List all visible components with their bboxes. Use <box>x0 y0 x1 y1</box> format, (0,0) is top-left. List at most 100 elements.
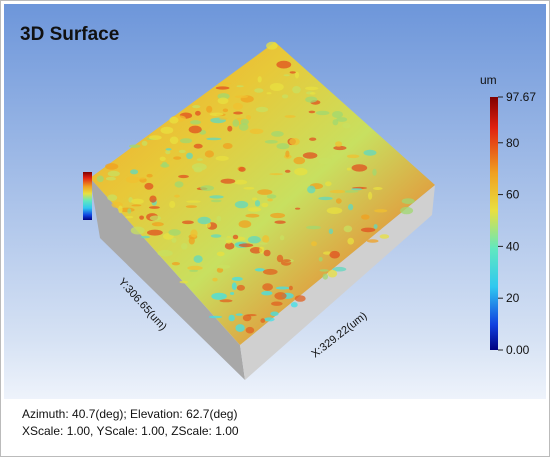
surface-patch <box>186 152 193 159</box>
surface-patch <box>130 169 139 175</box>
surface-patch <box>333 145 347 151</box>
surface-patch <box>259 242 268 245</box>
surface-patch <box>192 105 201 109</box>
surface-patch <box>165 148 172 151</box>
surface-patch <box>107 194 118 201</box>
surface-patch <box>195 110 201 116</box>
surface-patch <box>332 119 339 126</box>
surface-patch <box>332 266 347 272</box>
surface-patch <box>204 150 214 158</box>
surface-patch <box>379 234 390 239</box>
surface-patch <box>231 282 237 291</box>
surface-patch <box>228 314 235 322</box>
colorbar-tick-label: 20 <box>506 291 520 305</box>
surface-patch <box>174 181 184 188</box>
colorbar-tick-label: 40 <box>506 239 520 253</box>
surface-patch <box>266 92 272 95</box>
surface-patch <box>179 280 189 284</box>
surface-patch <box>336 117 348 122</box>
surface-patch <box>149 195 157 203</box>
surface-patch <box>368 191 373 200</box>
surface-patch <box>238 243 254 248</box>
surface-patch <box>249 128 264 134</box>
left-wall <box>90 178 245 380</box>
surface-patch <box>289 137 300 146</box>
surface-patch <box>169 200 176 209</box>
surface-patch <box>196 158 203 161</box>
surface-patch <box>329 250 341 259</box>
surface-patch <box>105 176 116 181</box>
surface-patch <box>200 185 215 191</box>
surface-patch <box>209 195 224 199</box>
colorbar-tick-label: 60 <box>506 188 520 202</box>
surface-patch <box>193 255 203 263</box>
surface-patch <box>139 215 145 220</box>
surface-patch <box>224 242 235 250</box>
surface-patch <box>254 268 265 272</box>
surface-patch <box>281 94 289 99</box>
surface-patch <box>373 224 378 229</box>
surface-patch <box>165 149 171 155</box>
surface-patch <box>271 301 283 306</box>
surface-patch <box>342 122 351 129</box>
colorbar <box>490 97 498 350</box>
surface-patch <box>351 164 368 172</box>
surface-patch <box>245 213 260 218</box>
surface-patch <box>263 268 278 275</box>
surface-patch <box>307 185 316 194</box>
surface-patch <box>238 166 246 172</box>
surface-patch <box>230 292 235 295</box>
surface-patch <box>189 269 199 272</box>
surface-patch <box>186 200 201 203</box>
surface-patch <box>190 120 201 125</box>
surface-patch <box>311 241 317 247</box>
surface-patch <box>346 167 351 171</box>
surface-patch <box>295 207 301 210</box>
surface-patch <box>181 220 194 225</box>
surface-patch <box>148 135 162 141</box>
surface-patch <box>271 131 284 137</box>
surface-patch <box>236 85 244 88</box>
surface-patch <box>169 116 179 124</box>
title: 3D Surface <box>20 24 119 45</box>
surface-texture <box>96 41 415 334</box>
surface-patch <box>270 212 286 219</box>
surface-patch <box>208 315 223 319</box>
colorbar-unit: um <box>480 73 497 87</box>
surface-patch <box>294 295 306 302</box>
surface-patch <box>261 291 273 296</box>
surface-patch <box>169 136 179 145</box>
surface-patch <box>315 110 330 116</box>
surface-patch <box>185 205 198 209</box>
surface-patch <box>144 182 154 190</box>
surface-patch <box>249 247 263 254</box>
surface-patch <box>141 140 148 146</box>
surface-patch <box>373 187 383 190</box>
surface-patch <box>366 239 379 243</box>
surface-patch <box>329 189 346 194</box>
surface-patch <box>149 215 162 221</box>
surface-patch <box>309 92 316 95</box>
surface-patch <box>217 97 229 105</box>
surface-patch <box>197 216 211 225</box>
surface-patch <box>305 86 319 91</box>
surface-patch <box>318 257 323 262</box>
view-info: Azimuth: 40.7(deg); Elevation: 62.7(deg) <box>22 407 237 421</box>
surface-patch <box>363 149 377 156</box>
surface-patch <box>222 143 233 149</box>
surface-patch <box>180 138 192 144</box>
surface-patch <box>254 88 264 93</box>
surface-patch <box>326 207 343 215</box>
surface-patch <box>251 197 258 201</box>
surface-patch <box>216 264 231 269</box>
surface-patch <box>210 199 222 203</box>
surface-patch <box>259 246 264 254</box>
surface-patch <box>220 178 236 184</box>
surface-patch <box>351 188 363 191</box>
surface-patch <box>360 227 376 233</box>
surface-patch <box>292 86 301 94</box>
surface-patch <box>266 41 278 50</box>
surface-patch <box>267 198 273 202</box>
surface-patch <box>234 179 248 185</box>
surface-patch <box>181 243 188 250</box>
